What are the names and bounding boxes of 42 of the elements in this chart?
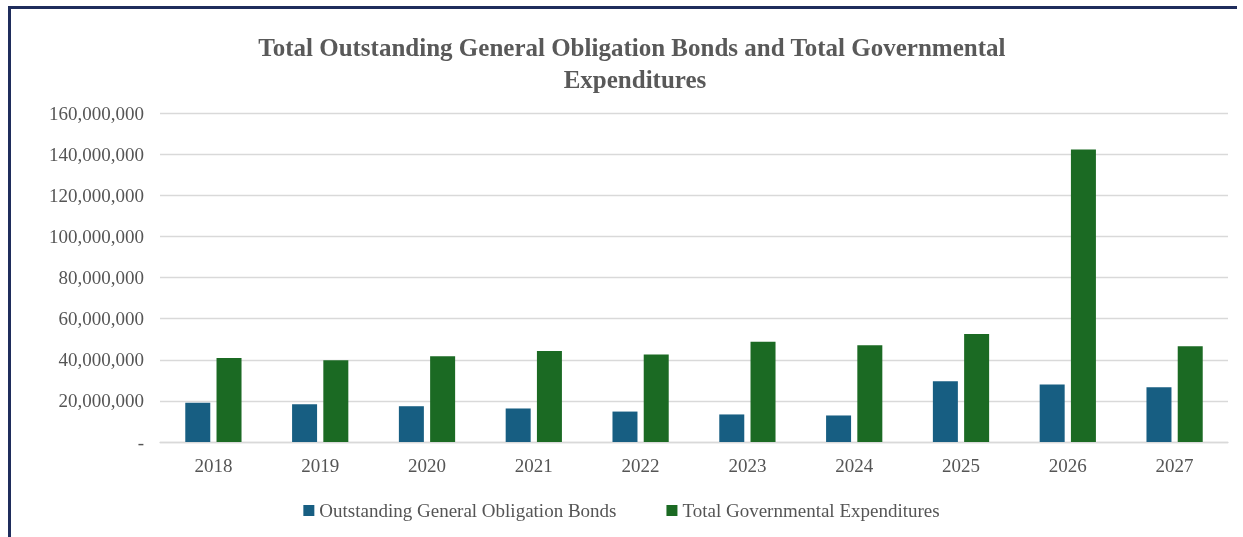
x-tick-label: 2023 xyxy=(728,455,767,476)
y-tick-label: 140,000,000 xyxy=(49,143,144,165)
bar xyxy=(964,334,990,442)
x-tick-label: 2024 xyxy=(835,455,874,476)
x-tick-label: 2022 xyxy=(621,455,660,476)
x-tick-label: 2019 xyxy=(301,455,340,476)
bar xyxy=(857,345,883,442)
legend-label: Total Governmental Expenditures xyxy=(682,500,940,521)
bar xyxy=(292,404,318,442)
bar xyxy=(398,406,424,442)
y-tick-label: 60,000,000 xyxy=(58,308,144,330)
y-tick-label: 160,000,000 xyxy=(49,102,144,124)
y-tick-label: 80,000,000 xyxy=(58,267,144,288)
bar xyxy=(536,351,562,442)
bar xyxy=(323,360,349,442)
x-tick-label: 2021 xyxy=(514,455,553,476)
bar xyxy=(1146,387,1172,442)
y-tick-label: 100,000,000 xyxy=(49,225,144,247)
legend-label: Outstanding General Obligation Bonds xyxy=(319,500,617,521)
bar xyxy=(505,408,531,442)
bar xyxy=(719,414,745,442)
x-tick-label: 2025 xyxy=(942,455,980,476)
x-tick-label: 2018 xyxy=(194,455,233,476)
y-tick-label: 20,000,000 xyxy=(58,390,144,412)
bar xyxy=(826,415,852,442)
bar xyxy=(1177,346,1203,442)
y-tick-label: 120,000,000 xyxy=(49,184,144,206)
x-tick-label: 2027 xyxy=(1155,455,1194,476)
bar xyxy=(185,402,211,442)
bar xyxy=(643,354,669,442)
bar xyxy=(216,357,242,442)
bar xyxy=(932,381,958,442)
y-tick-label: - xyxy=(137,431,144,453)
bar xyxy=(612,411,638,442)
bar xyxy=(750,341,776,442)
bar xyxy=(1039,384,1065,442)
bar xyxy=(1070,149,1096,442)
chart-title: Total Outstanding General Obligation Bonds and Total Governmental Expenditures xyxy=(258,33,1012,93)
x-tick-label: 2026 xyxy=(1048,455,1087,476)
y-tick-label: 40,000,000 xyxy=(58,349,144,371)
bar xyxy=(430,356,456,442)
x-tick-label: 2020 xyxy=(408,455,446,476)
